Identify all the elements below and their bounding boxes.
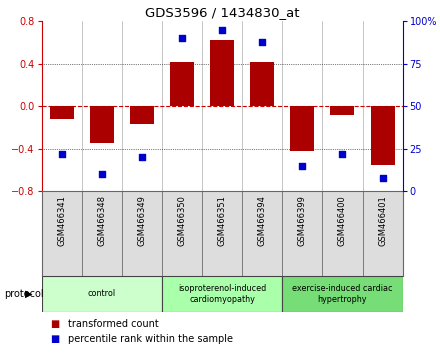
Bar — [202, 191, 242, 276]
Bar — [282, 191, 323, 276]
Bar — [162, 191, 202, 276]
Bar — [210, 40, 234, 106]
Text: percentile rank within the sample: percentile rank within the sample — [68, 334, 233, 344]
Bar — [370, 106, 395, 165]
Text: GSM466350: GSM466350 — [178, 195, 187, 246]
Text: control: control — [88, 289, 116, 298]
Bar — [282, 276, 403, 312]
Bar — [82, 191, 122, 276]
Text: GSM466399: GSM466399 — [298, 195, 307, 246]
Point — [299, 163, 306, 169]
Point — [99, 171, 106, 177]
Point — [219, 27, 226, 33]
Point — [259, 39, 266, 45]
Bar — [42, 276, 162, 312]
Text: ▶: ▶ — [25, 289, 33, 299]
Text: exercise-induced cardiac
hypertrophy: exercise-induced cardiac hypertrophy — [292, 284, 393, 303]
Text: GSM466400: GSM466400 — [338, 195, 347, 246]
Text: GSM466341: GSM466341 — [57, 195, 66, 246]
Point — [179, 35, 186, 41]
Text: protocol: protocol — [4, 289, 44, 299]
Text: GSM466394: GSM466394 — [258, 195, 267, 246]
Bar — [130, 106, 154, 124]
Text: GSM466348: GSM466348 — [97, 195, 106, 246]
Text: ■: ■ — [51, 319, 60, 329]
Text: transformed count: transformed count — [68, 319, 159, 329]
Bar — [290, 106, 315, 151]
Bar — [330, 106, 355, 115]
Bar — [170, 62, 194, 106]
Point — [339, 151, 346, 156]
Bar — [50, 106, 74, 119]
Text: GSM466349: GSM466349 — [138, 195, 147, 246]
Text: GSM466351: GSM466351 — [218, 195, 227, 246]
Text: GSM466401: GSM466401 — [378, 195, 387, 246]
Bar — [363, 191, 403, 276]
Text: ■: ■ — [51, 334, 60, 344]
Bar — [90, 106, 114, 143]
Bar — [242, 191, 282, 276]
Bar — [122, 191, 162, 276]
Point — [59, 151, 66, 156]
Bar — [42, 191, 82, 276]
Bar — [323, 191, 363, 276]
Point — [139, 154, 146, 160]
Title: GDS3596 / 1434830_at: GDS3596 / 1434830_at — [145, 6, 300, 19]
Bar — [162, 276, 282, 312]
Bar — [250, 62, 274, 106]
Point — [379, 175, 386, 181]
Text: isoproterenol-induced
cardiomyopathy: isoproterenol-induced cardiomyopathy — [178, 284, 266, 303]
